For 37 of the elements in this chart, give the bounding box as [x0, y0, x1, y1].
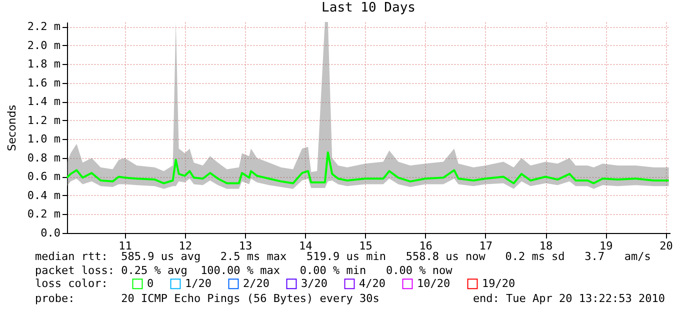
y-axis-title: Seconds — [5, 104, 18, 152]
x-tick-label: 13 — [238, 240, 252, 252]
x-tick-label: 17 — [479, 240, 493, 252]
y-tick-label: 0.6 m — [27, 170, 61, 184]
legend-label: 0 — [147, 276, 154, 290]
y-tick-label: 0.4 m — [27, 188, 61, 202]
x-tick-label: 11 — [118, 240, 132, 252]
legend-label: 4/20 — [359, 276, 386, 290]
line-series — [66, 151, 670, 184]
y-tick-label: 0.2 m — [27, 208, 61, 221]
y-tick-label: 0.0 — [40, 226, 60, 240]
y-tick-label: 1.0 m — [27, 132, 61, 146]
y-tick-label: 1.6 m — [27, 76, 61, 90]
text: packet loss: 0.25 % avg 100.00 % max 0.00 % min 0.00 % now — [35, 264, 453, 277]
y-tick-label: 2.0 m — [27, 38, 61, 52]
x-tick-label: 20 — [660, 240, 673, 252]
text: end: Tue Apr 20 13:22:53 2010 — [472, 292, 665, 305]
y-tick-label: 1.4 m — [27, 95, 61, 108]
legend-label: 2/20 — [243, 276, 270, 290]
legend-title: loss color: — [35, 277, 108, 290]
y-tick-label: 0.8 m — [27, 151, 61, 164]
legend-label: 3/20 — [301, 276, 328, 290]
text: probe: 20 ICMP Echo Pings (56 Bytes) every 30s — [35, 292, 380, 305]
y-tick-label: 2.2 m — [27, 20, 61, 34]
x-tick-label: 18 — [539, 240, 553, 252]
text: median rtt: 585.9 us avg 2.5 ms max 519.9 us min 558.8 us now 0.2 ms sd 3.7 am/s — [35, 250, 651, 263]
y-tick-label: 1.8 m — [27, 58, 61, 71]
y-tick-label: 1.2 m — [27, 114, 61, 127]
legend-label: 19/20 — [482, 276, 516, 290]
x-tick-label: 14 — [298, 240, 313, 252]
x-tick-label: 15 — [359, 240, 372, 252]
legend-label: 10/20 — [417, 276, 450, 290]
x-tick-label: 16 — [419, 240, 432, 252]
chart-title: Last 10 Days — [322, 0, 416, 16]
x-tick-label: 19 — [600, 240, 613, 252]
x-tick-label: 12 — [178, 240, 192, 252]
legend-label: 1/20 — [185, 276, 212, 290]
